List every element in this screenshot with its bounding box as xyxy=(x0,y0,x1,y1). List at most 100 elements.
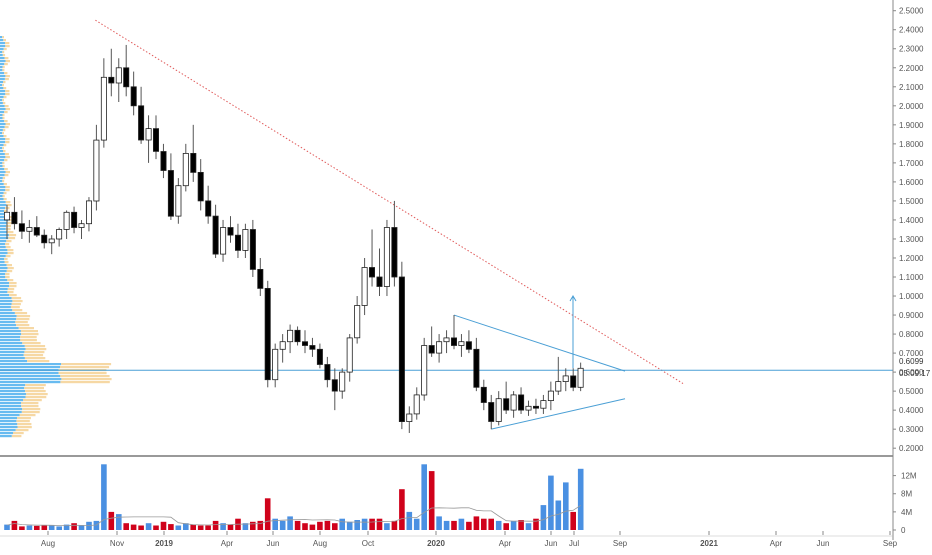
candle-body xyxy=(123,67,130,88)
volume-profile-bar xyxy=(0,393,27,396)
volume-bar xyxy=(555,500,562,530)
volume-profile-bar xyxy=(0,348,26,351)
volume-profile-bar xyxy=(5,201,11,204)
candle-body xyxy=(458,341,465,346)
volume-profile-bar xyxy=(6,270,13,273)
volume-profile-bar xyxy=(14,312,28,315)
volume-profile-bar xyxy=(0,276,6,279)
candle-body xyxy=(301,341,308,346)
volume-bar xyxy=(78,525,85,530)
volume-bar xyxy=(346,521,353,530)
volume-profile-bar xyxy=(0,408,23,411)
volume-profile-bar xyxy=(0,186,6,189)
triangle-upper-line xyxy=(453,314,626,372)
candle-body xyxy=(428,345,435,354)
volume-bar xyxy=(354,520,360,530)
volume-bar xyxy=(175,525,182,530)
price-tick-label: 0.9000 xyxy=(899,311,924,320)
volume-profile-bar xyxy=(5,75,10,78)
time-tick-label: Sep xyxy=(883,539,898,548)
volume-profile-bar xyxy=(4,120,8,123)
volume-profile-bar xyxy=(0,126,5,129)
candle-body xyxy=(488,402,495,422)
volume-profile-bar xyxy=(0,183,4,186)
volume-profile-bar xyxy=(0,381,61,384)
candle-body xyxy=(4,211,10,221)
volume-bar xyxy=(436,516,442,530)
volume-profile-bar xyxy=(0,129,3,132)
volume-profile-bar xyxy=(5,60,10,63)
time-tick-label: Jun xyxy=(545,539,558,548)
candle-body xyxy=(279,341,286,350)
volume-profile-bar xyxy=(0,102,3,105)
candle-body xyxy=(152,128,159,152)
volume-profile-bar xyxy=(13,432,24,435)
volume-profile-bar xyxy=(9,282,17,285)
candle-body xyxy=(220,227,227,255)
candle-body xyxy=(41,234,48,244)
volume-profile-bar xyxy=(0,294,10,297)
volume-profile-bar xyxy=(11,435,22,438)
candle-body xyxy=(309,345,316,350)
time-tick-label: Jul xyxy=(569,539,579,548)
volume-profile-bar xyxy=(12,309,23,312)
volume-profile-bar xyxy=(21,402,39,405)
volume-bar xyxy=(399,489,405,530)
volume-profile-bar xyxy=(4,78,9,81)
volume-bar xyxy=(309,524,316,530)
volume-bar xyxy=(287,516,293,530)
volume-profile-bar xyxy=(2,69,5,72)
volume-profile-bar xyxy=(5,123,10,126)
volume-profile-bar xyxy=(21,333,39,336)
price-tick-label: 2.0000 xyxy=(899,102,924,111)
volume-profile-bar xyxy=(0,135,4,138)
volume-profile-bar xyxy=(0,210,4,213)
volume-profile-bar xyxy=(5,243,10,246)
price-tick-label: 2.1000 xyxy=(899,83,924,92)
volume-profile-bar xyxy=(0,120,5,123)
volume-profile-bar xyxy=(0,258,5,261)
volume-profile-bar xyxy=(0,306,11,309)
volume-bar xyxy=(384,523,390,530)
volume-profile-bar xyxy=(0,288,8,291)
volume-profile-bar xyxy=(25,348,47,351)
volume-profile-bar xyxy=(0,72,5,75)
volume-profile-bar xyxy=(5,93,10,96)
candle-body xyxy=(160,151,167,171)
volume-profile-bar xyxy=(11,297,22,300)
volume-bar xyxy=(361,518,368,530)
candle-body xyxy=(391,227,398,278)
volume-profile-bar xyxy=(0,396,26,399)
volume-profile-bar xyxy=(2,162,5,165)
volume-profile-bar xyxy=(0,231,8,234)
volume-bar xyxy=(56,526,62,530)
volume-bar xyxy=(212,520,219,530)
volume-profile-bar xyxy=(7,222,14,225)
candle-body xyxy=(48,238,55,244)
candle-body xyxy=(465,341,472,350)
volume-profile-bar xyxy=(2,99,4,102)
volume-profile-bar xyxy=(0,105,5,108)
volume-profile-bar xyxy=(5,108,10,111)
volume-profile-bar xyxy=(0,60,6,63)
volume-profile-bar xyxy=(0,99,3,102)
volume-profile-bar xyxy=(2,36,4,39)
volume-profile-bar xyxy=(3,144,7,147)
volume-profile-bar xyxy=(4,159,8,162)
volume-profile-bar xyxy=(3,81,6,84)
volume-bar xyxy=(533,518,539,530)
volume-profile-bar xyxy=(6,240,12,243)
volume-profile-bar xyxy=(0,84,3,87)
volume-panel xyxy=(4,464,584,530)
volume-profile-bar xyxy=(0,207,6,210)
volume-profile-bar xyxy=(5,45,10,48)
volume-profile-bar xyxy=(0,300,13,303)
volume-profile-bar xyxy=(5,246,11,249)
volume-profile-bar xyxy=(25,384,46,387)
volume-profile-bar xyxy=(0,54,3,57)
volume-profile-bar xyxy=(0,141,6,144)
volume-tick-label: 12M xyxy=(901,472,917,481)
volume-profile-bar xyxy=(18,327,34,330)
volume-profile-bar xyxy=(0,204,7,207)
